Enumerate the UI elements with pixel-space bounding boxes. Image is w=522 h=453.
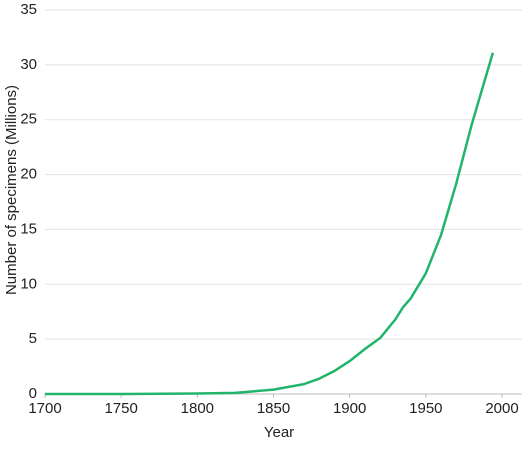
x-tick-label: 1950 bbox=[409, 400, 442, 417]
y-tick-label: 10 bbox=[20, 275, 37, 292]
y-tick-label: 15 bbox=[20, 220, 37, 237]
x-tick-label: 2000 bbox=[485, 400, 518, 417]
x-tick-label: 1700 bbox=[28, 400, 61, 417]
y-tick-label: 25 bbox=[20, 111, 37, 128]
y-tick-label: 20 bbox=[20, 166, 37, 183]
y-axis-label: Number of specimens (Millions) bbox=[3, 85, 20, 295]
x-tick-label: 1900 bbox=[333, 400, 366, 417]
x-axis-label: Year bbox=[264, 424, 294, 441]
y-tick-label: 5 bbox=[29, 330, 37, 347]
y-tick-label: 35 bbox=[20, 1, 37, 18]
x-tick-label: 1800 bbox=[181, 400, 214, 417]
y-tick-label: 0 bbox=[29, 385, 37, 402]
line bbox=[45, 52, 495, 396]
x-tick-label: 1850 bbox=[257, 400, 290, 417]
y-tick-label: 30 bbox=[20, 56, 37, 73]
x-tick-label: 1750 bbox=[104, 400, 137, 417]
